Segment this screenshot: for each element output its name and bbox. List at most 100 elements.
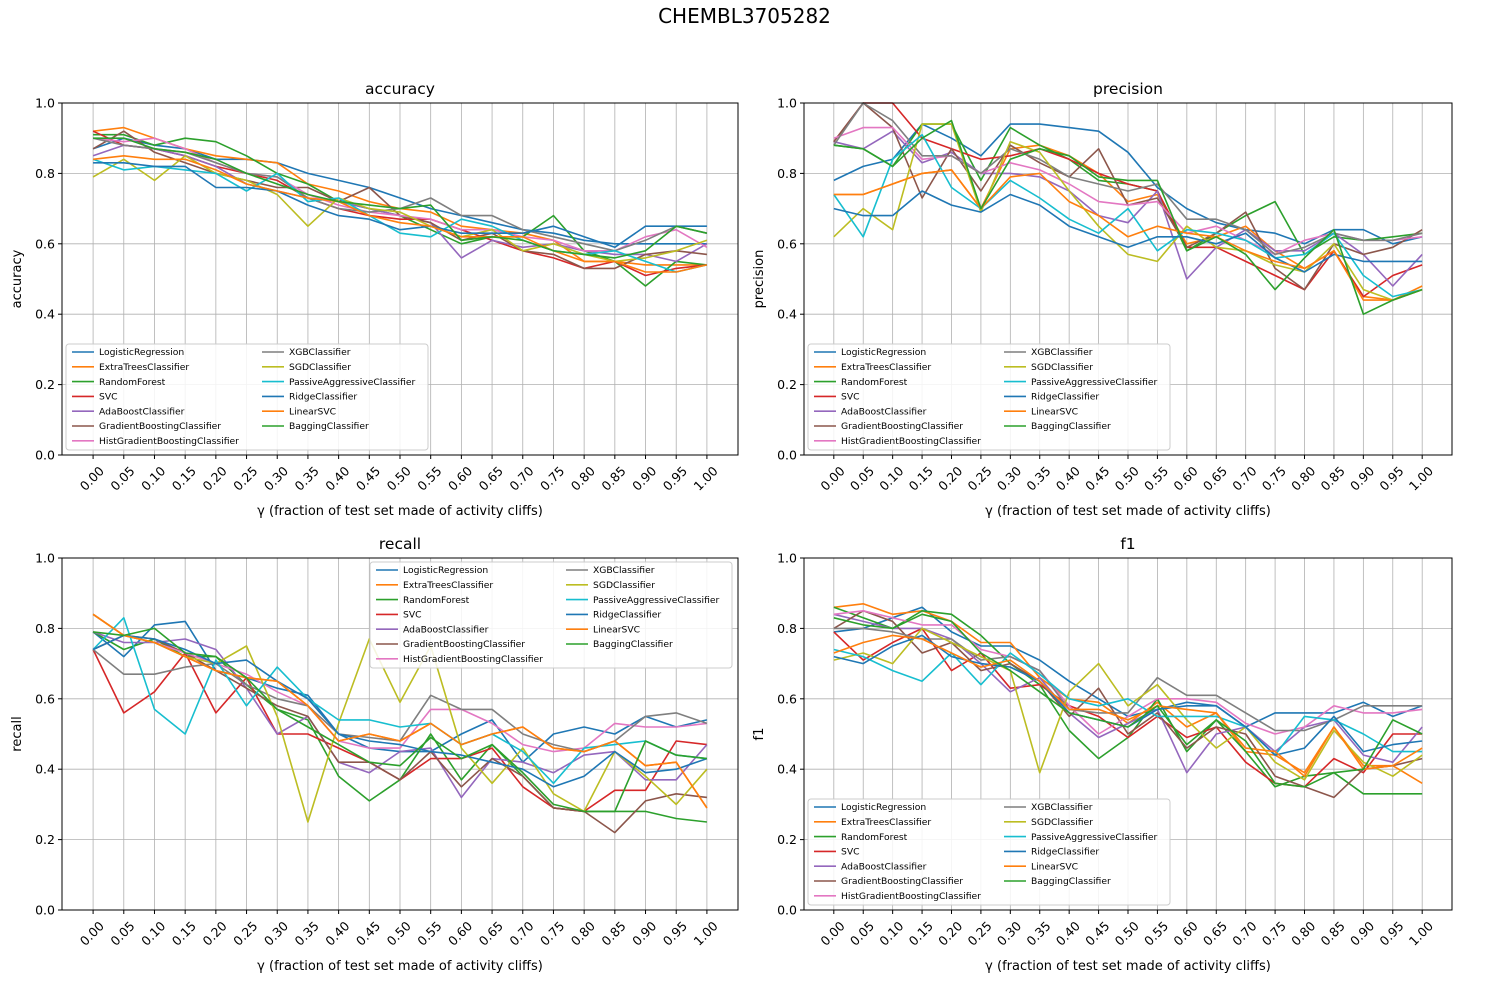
x-tick-label: 0.40 [1053,918,1083,948]
series-line-LinearSVC [93,155,708,273]
x-tick-label: 0.55 [414,918,444,948]
x-tick-label: 0.25 [230,463,260,493]
legend-entry: HistGradientBoostingClassifier [841,436,981,447]
x-tick-label: 0.40 [1053,463,1083,493]
legend-entry: GradientBoostingClassifier [99,421,221,432]
x-tick-label: 0.45 [353,918,383,948]
x-tick-label: 0.30 [261,918,291,948]
x-tick-label: 0.05 [847,463,877,493]
x-tick-label: 0.50 [1112,918,1142,948]
legend-entry: AdaBoostClassifier [99,406,185,417]
y-tick-label: 0.0 [35,903,55,918]
x-axis-label: γ (fraction of test set made of activity… [985,959,1271,974]
x-tick-label: 0.80 [568,918,598,948]
legend-entry: AdaBoostClassifier [403,624,489,635]
x-tick-label: 0.80 [568,463,598,493]
x-tick-label: 0.45 [353,463,383,493]
x-tick-label: 0.35 [292,463,322,493]
legend-entry: PassiveAggressiveClassifier [1031,377,1158,388]
y-tick-label: 1.0 [777,551,797,566]
legend-entry: PassiveAggressiveClassifier [1031,832,1158,843]
legend: LogisticRegression ExtraTreesClassifier Ra… [807,343,1171,451]
x-tick-label: 0.65 [476,463,506,493]
x-tick-label: 0.35 [1023,918,1053,948]
series-line-SGDClassifier [833,123,1423,301]
x-tick-label: 0.50 [1112,463,1142,493]
legend-entry: BaggingClassifier [1031,421,1111,432]
x-tick-label: 0.95 [660,918,690,948]
legend-entry: BaggingClassifier [289,421,369,432]
x-tick-label: 0.65 [1200,463,1230,493]
x-tick-label: 0.85 [598,463,628,493]
legend: LogisticRegression ExtraTreesClassifier Ra… [369,561,733,669]
y-axis-label: recall [10,716,25,751]
series-line-HistGradientBoostingClassifier [93,137,708,252]
y-tick-label: 0.8 [35,621,55,636]
series-line-SVC [833,102,1423,298]
x-tick-label: 0.60 [1170,918,1200,948]
series-line-LogisticRegression [833,123,1423,245]
series-line-BaggingClassifier [833,119,1423,316]
x-axis-label: γ (fraction of test set made of activity… [985,504,1271,519]
series-line-BaggingClassifier [833,613,1423,788]
y-tick-label: 0.4 [777,762,797,777]
x-tick-label: 0.20 [199,918,229,948]
legend-entry: SGDClassifier [593,580,655,591]
legend-entry: XGBClassifier [1031,347,1093,358]
subplot-precision: 0.00 0.05 0.10 0.15 0.20 0.25 0.30 0.35 0.40 0.45… [752,80,1453,519]
y-tick-label: 1.0 [35,551,55,566]
x-tick-label: 0.00 [77,463,107,493]
legend-entry: LinearSVC [1031,861,1078,872]
legend-frame [807,798,1171,906]
x-tick-label: 0.95 [660,463,690,493]
x-tick-label: 0.90 [1347,463,1377,493]
legend-entry: XGBClassifier [593,565,655,576]
legend-frame [65,343,429,451]
y-tick-label: 0.8 [777,166,797,181]
y-tick-label: 0.2 [777,377,797,392]
legend-entry: AdaBoostClassifier [841,861,927,872]
legend: LogisticRegression ExtraTreesClassifier Ra… [65,343,429,451]
x-tick-label: 0.15 [906,918,936,948]
x-tick-label: 0.15 [906,463,936,493]
x-tick-label: 0.20 [199,463,229,493]
y-tick-label: 0.0 [777,903,797,918]
series-line-HistGradientBoostingClassifier [833,609,1423,735]
legend-entry: SGDClassifier [1031,362,1093,373]
x-tick-label: 0.70 [506,463,536,493]
x-tick-label: 0.95 [1376,463,1406,493]
x-tick-label: 0.75 [1259,918,1289,948]
y-tick-label: 1.0 [35,96,55,111]
x-tick-label: 0.35 [292,918,322,948]
legend-frame [369,561,733,669]
legend-entry: AdaBoostClassifier [841,406,927,417]
x-tick-label: 0.60 [445,918,475,948]
x-tick-label: 0.85 [1318,463,1348,493]
x-tick-label: 0.75 [1259,463,1289,493]
x-tick-label: 0.85 [598,918,628,948]
y-tick-label: 0.4 [35,307,55,322]
series-line-XGBClassifier [833,627,1423,732]
x-tick-label: 0.05 [847,918,877,948]
legend-entry: HistGradientBoostingClassifier [403,654,543,665]
y-tick-label: 0.2 [35,377,55,392]
legend-entry: RandomForest [841,377,908,388]
x-tick-label: 0.55 [1141,463,1171,493]
series-line-AdaBoostClassifier [833,613,1423,774]
legend-entry: SVC [841,847,860,858]
x-tick-label: 0.70 [1229,463,1259,493]
series-line-RidgeClassifier [833,190,1423,273]
legend-entry: ExtraTreesClassifier [841,817,931,828]
x-tick-label: 0.40 [322,918,352,948]
legend-entry: RidgeClassifier [1031,392,1099,403]
series-line-PassiveAggressiveClassifier [92,158,708,273]
legend-entry: RandomForest [403,595,470,606]
y-tick-label: 0.4 [35,762,55,777]
x-tick-label: 1.00 [1406,463,1436,493]
y-axis-label: f1 [752,728,767,741]
legend-entry: GradientBoostingClassifier [841,421,963,432]
y-tick-label: 0.8 [35,166,55,181]
y-tick-label: 0.8 [777,621,797,636]
series-line-HistGradientBoostingClassifier [833,126,1423,256]
x-tick-label: 0.65 [476,918,506,948]
